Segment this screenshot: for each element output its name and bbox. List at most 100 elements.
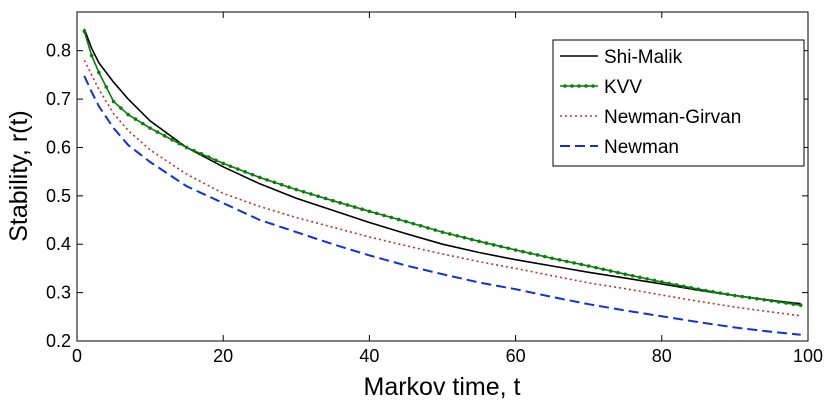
legend-entry-newman: Newman [560, 137, 679, 158]
series-point-kvv [528, 251, 533, 256]
y-tick-label: 0.3 [46, 283, 71, 303]
legend-marker [584, 84, 588, 88]
series-shi-malik [83, 28, 801, 305]
series-point-kvv [462, 235, 467, 240]
series-point-kvv [564, 259, 569, 264]
series-point-kvv [660, 280, 664, 284]
y-tick-labels: 0.2 0.3 0.4 0.5 0.6 0.7 0.8 [46, 41, 71, 351]
series-point-kvv [448, 232, 452, 236]
series-point-kvv [733, 293, 737, 298]
series-point-kvv [192, 148, 196, 153]
legend: Shi-Malik KVV Newman-Girvan Newman [552, 39, 805, 167]
axis-ticks [76, 12, 809, 342]
x-tick-label: 60 [506, 346, 526, 366]
series-point-kvv [491, 243, 496, 247]
series-point-kvv [594, 265, 598, 270]
legend-entry-newman-girvan: Newman-Girvan [560, 107, 741, 128]
series-point-kvv [718, 291, 723, 295]
x-tick-label: 80 [652, 346, 672, 366]
series-point-kvv [89, 53, 94, 58]
legend-label: Shi-Malik [604, 47, 683, 68]
series-point-kvv [652, 278, 657, 283]
series-point-kvv [199, 152, 204, 156]
series-line-newman [83, 75, 801, 336]
legend-entry-kvv: KVV [560, 77, 642, 98]
series-point-kvv [184, 145, 189, 150]
series-point-kvv [331, 198, 335, 203]
series-point-kvv [703, 288, 708, 293]
legend-marker [577, 84, 581, 88]
series-point-kvv [638, 275, 642, 280]
series-point-kvv [111, 99, 116, 104]
series-point-kvv [228, 164, 233, 169]
series-point-kvv [798, 303, 803, 307]
series-point-kvv [155, 130, 160, 134]
series-point-kvv [601, 267, 606, 272]
series-point-kvv [623, 272, 628, 277]
series-point-kvv [513, 248, 518, 252]
series-point-kvv [352, 205, 357, 209]
series-point-kvv [133, 117, 138, 121]
series-point-kvv [323, 196, 328, 201]
series-point-kvv [396, 217, 401, 222]
legend-marker [570, 84, 574, 88]
series-point-kvv [579, 262, 584, 267]
series-point-kvv [484, 241, 489, 245]
series-point-kvv [755, 296, 759, 301]
series-point-kvv [272, 180, 277, 185]
series-point-kvv [82, 29, 87, 34]
legend-label: KVV [604, 77, 642, 98]
legend-label: Newman-Girvan [604, 107, 741, 128]
y-tick-label: 0.6 [46, 137, 71, 157]
series-point-kvv [572, 261, 576, 265]
series-point-kvv [711, 289, 715, 294]
series-point-kvv [543, 254, 547, 259]
series-point-kvv [140, 121, 145, 126]
series-point-kvv [221, 161, 225, 166]
series-point-kvv [389, 215, 394, 220]
series-point-kvv [725, 292, 730, 297]
x-tick-labels: 0 20 40 60 80 100 [72, 346, 823, 366]
series-point-kvv [477, 239, 481, 244]
y-tick-label: 0.2 [46, 331, 71, 351]
legend-entry-shi-malik: Shi-Malik [560, 47, 683, 68]
x-tick-label: 0 [72, 346, 82, 366]
series-point-kvv [784, 301, 788, 305]
series-point-kvv [499, 244, 503, 249]
series-point-kvv [455, 234, 459, 238]
x-axis-label: Markov time, t [364, 373, 521, 401]
series-point-kvv [104, 85, 109, 89]
series-point-kvv [630, 273, 635, 278]
y-axis-label: Stability, r(t) [5, 110, 33, 242]
series-point-kvv [126, 112, 130, 117]
series-point-kvv [667, 281, 671, 286]
series-point-kvv [382, 213, 386, 218]
series-point-kvv [418, 223, 423, 228]
y-tick-label: 0.8 [46, 41, 71, 61]
series-layer [82, 28, 803, 336]
series-point-kvv [119, 106, 123, 110]
series-point-kvv [243, 170, 247, 174]
series-newman [83, 75, 801, 336]
series-point-kvv [696, 287, 701, 292]
series-point-kvv [279, 182, 284, 187]
series-point-kvv [250, 172, 255, 177]
series-point-kvv [374, 211, 379, 216]
series-point-kvv [367, 209, 372, 214]
series-point-kvv [740, 294, 745, 299]
y-tick-label: 0.4 [46, 234, 71, 254]
series-point-kvv [148, 126, 152, 130]
series-point-kvv [791, 302, 796, 306]
series-point-kvv [521, 249, 525, 254]
series-point-kvv [681, 284, 686, 289]
series-point-kvv [206, 155, 211, 159]
series-kvv [82, 29, 803, 307]
series-point-kvv [769, 299, 774, 303]
series-point-kvv [170, 137, 174, 142]
series-point-kvv [360, 207, 364, 212]
series-point-kvv [294, 187, 299, 192]
y-tick-label: 0.7 [46, 89, 71, 109]
series-point-kvv [689, 285, 693, 290]
series-point-kvv [309, 192, 313, 196]
